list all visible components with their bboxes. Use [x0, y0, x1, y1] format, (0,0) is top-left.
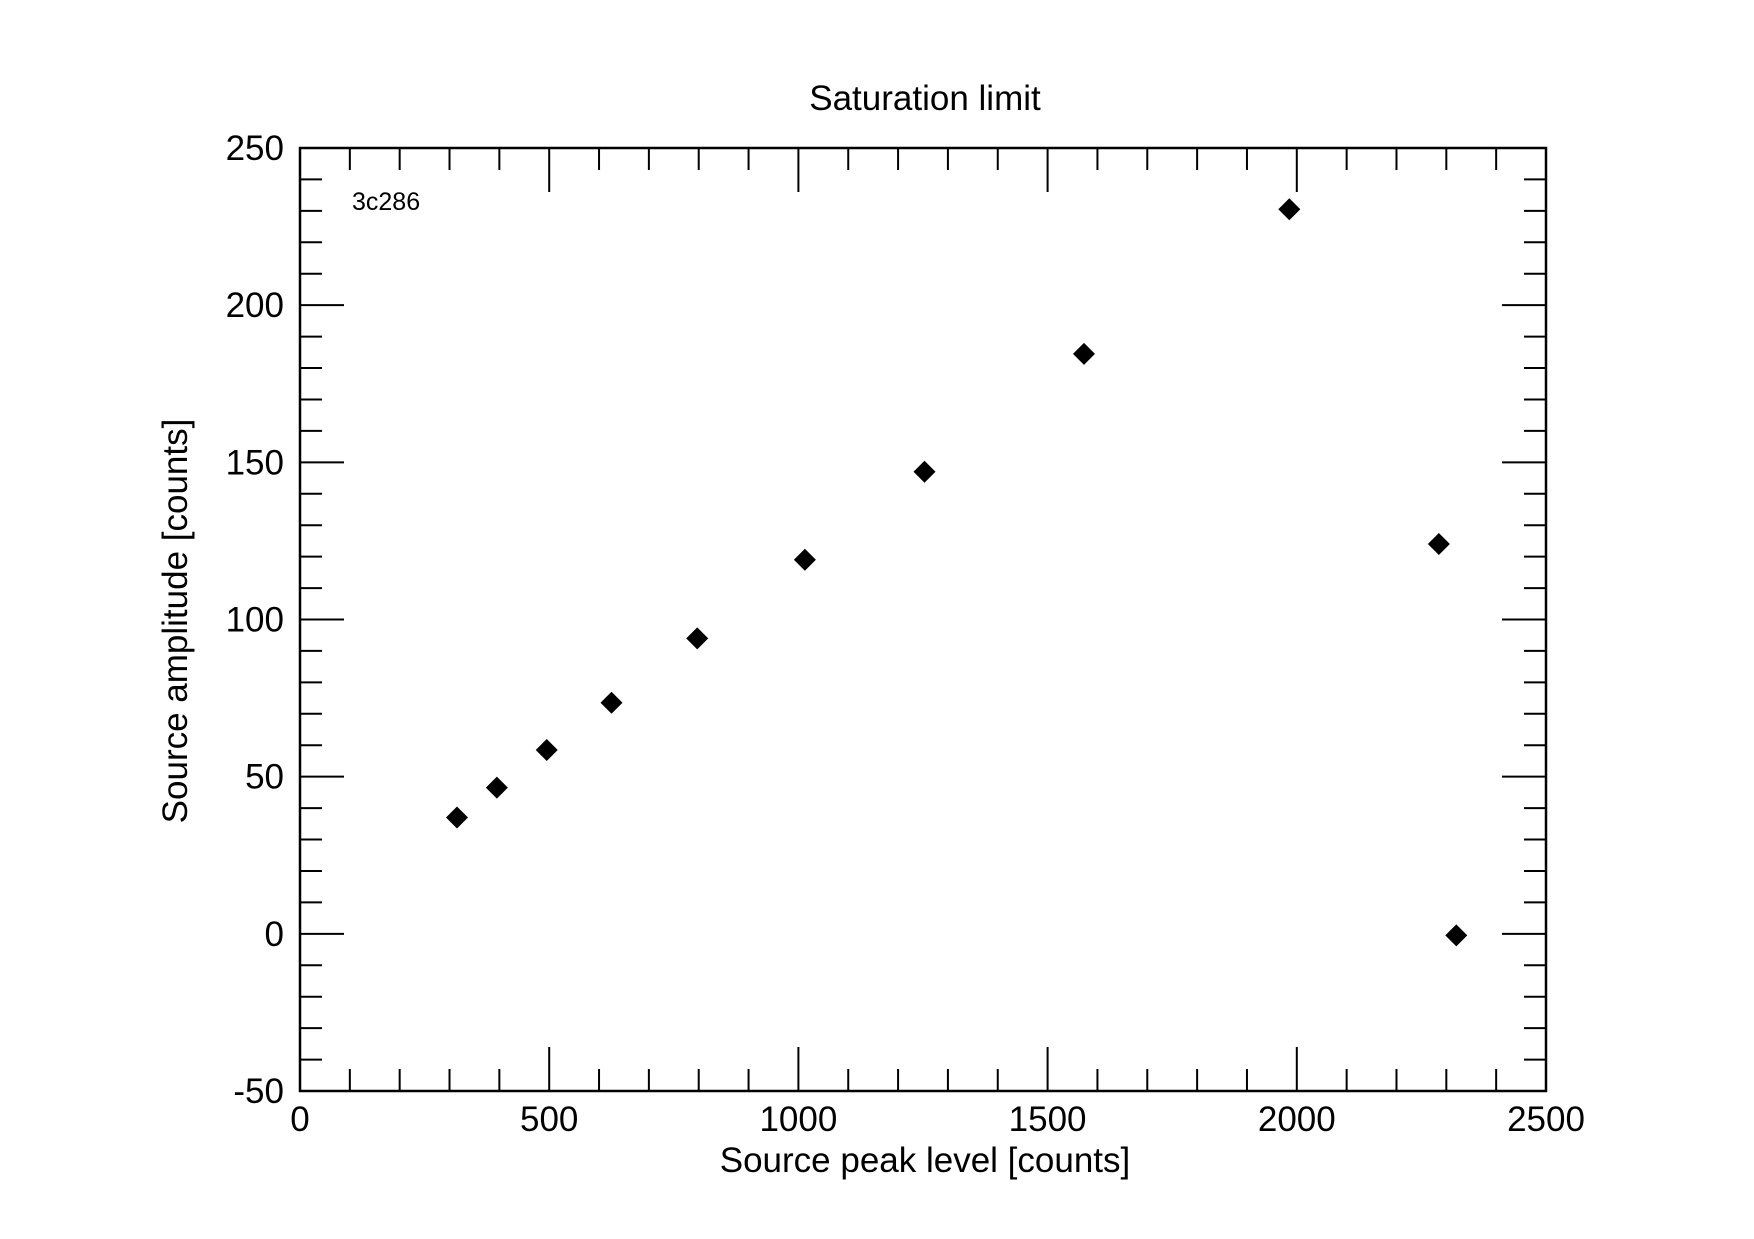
y-tick-label: 0	[265, 915, 284, 954]
source-annotation: 3c286	[352, 188, 420, 216]
x-tick-label: 2000	[1258, 1100, 1336, 1139]
data-point	[535, 738, 558, 761]
y-tick-label: 250	[226, 129, 284, 168]
data-point	[913, 460, 936, 483]
y-tick-label: -50	[233, 1072, 284, 1111]
data-points	[445, 198, 1468, 947]
data-point	[600, 691, 623, 714]
y-tick-label: 150	[226, 443, 284, 482]
data-point	[445, 806, 468, 829]
data-point	[1427, 533, 1450, 556]
y-tick-label: 100	[226, 601, 284, 640]
axis-ticks	[299, 147, 1547, 1092]
data-point	[1278, 198, 1301, 221]
data-point	[1445, 924, 1468, 947]
x-tick-label: 2500	[1507, 1100, 1585, 1139]
data-point	[1072, 342, 1095, 365]
chart-title: Saturation limit	[809, 79, 1041, 118]
x-tick-label: 1000	[759, 1100, 837, 1139]
data-point	[485, 776, 508, 799]
y-axis-label: Source amplitude [counts]	[156, 419, 195, 824]
y-tick-label: 50	[245, 758, 284, 797]
data-point	[686, 627, 709, 650]
data-point	[793, 548, 816, 571]
x-axis-label: Source peak level [counts]	[720, 1141, 1131, 1180]
plot-frame	[298, 146, 1548, 1093]
x-tick-label: 1500	[1009, 1100, 1087, 1139]
y-tick-label: 200	[226, 286, 284, 325]
x-tick-label: 0	[290, 1100, 309, 1139]
x-tick-label: 500	[520, 1100, 578, 1139]
